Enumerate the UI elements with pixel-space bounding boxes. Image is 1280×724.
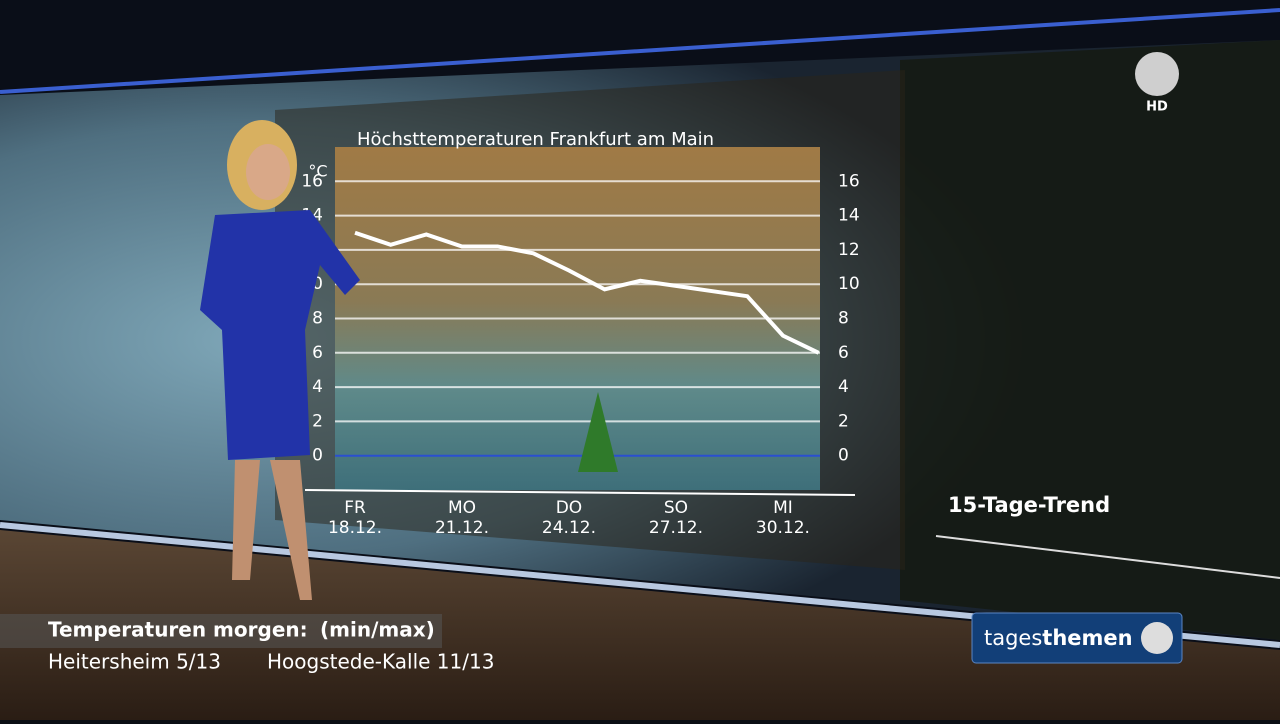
ticker-heading-bg [0,614,442,648]
y-tick-label: 16 [301,171,323,191]
channel-logo [1135,52,1179,96]
y-tick-label: 6 [838,343,849,363]
y-tick-label: 2 [312,411,323,431]
show-logo-icon [1141,622,1173,654]
side-wall [900,40,1280,640]
show-logo-bg [971,612,1183,664]
show-suffix: themen [1042,626,1132,650]
y-tick-label: 8 [838,309,849,329]
y-tick-label: 6 [312,343,323,363]
x-tick-label: MO 21.12. [435,498,489,538]
presenter [200,120,360,600]
side-panel-title: 15-Tage-Trend [948,493,1110,517]
ticker-item: Heitersheim 5/13 [48,650,221,674]
show-prefix: tages [984,626,1042,650]
chart-title: Höchsttemperaturen Frankfurt am Main [357,129,714,150]
x-tick-label: FR 18.12. [328,498,382,538]
y-tick-label: 4 [312,377,323,397]
y-tick-label: 14 [838,206,860,226]
show-logo: tagesthemen [984,626,1133,650]
x-axis [304,489,856,496]
y-tick-label: 16 [838,171,860,191]
y-tick-label: 0 [312,446,323,466]
floor [0,530,1280,720]
y-tick-label: 2 [838,411,849,431]
x-tick-label: DO 24.12. [542,498,596,538]
line-series [354,230,820,355]
y-tick-label: 10 [838,274,860,294]
y-tick-label: 0 [838,446,849,466]
x-tick-label: SO 27.12. [649,498,703,538]
y-tick-label: 4 [838,377,849,397]
channel-badge: HD [1146,100,1168,115]
y-tick-label: 8 [312,309,323,329]
ticker-note: (min/max) [320,618,435,642]
x-tick-label: MI 30.12. [756,498,810,538]
tree-decoration [578,392,618,472]
y-tick-label: 12 [838,240,860,260]
side-panel-rule [935,535,1280,579]
ticker-heading: Temperaturen morgen: [48,618,308,642]
y-axis-label: °C [308,162,327,181]
wall-edge [0,8,1280,94]
ticker-item: Hoogstede-Kalle 11/13 [267,650,494,674]
